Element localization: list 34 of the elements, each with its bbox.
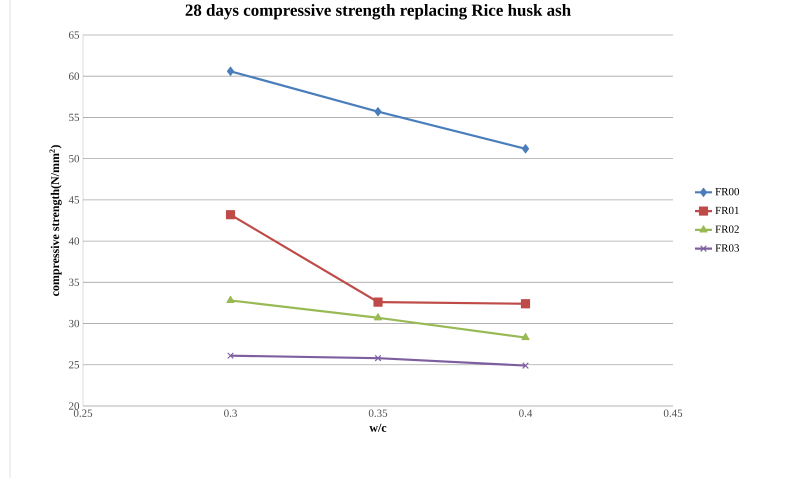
point bbox=[373, 298, 383, 307]
legend-label: FR02 bbox=[715, 225, 739, 233]
y-tick-label: 55 bbox=[69, 114, 80, 122]
point bbox=[374, 354, 382, 362]
y-tick-label: 25 bbox=[69, 361, 80, 368]
y-tick-label: 35 bbox=[69, 278, 80, 286]
y-tick-label: 60 bbox=[69, 72, 80, 80]
x-axis-title: w/c bbox=[369, 424, 386, 432]
point bbox=[522, 144, 530, 154]
point bbox=[374, 313, 382, 320]
x-tick-label: 0.45 bbox=[664, 410, 682, 417]
x-tick-label: 0.4 bbox=[519, 410, 532, 417]
x-tick-label: 0.25 bbox=[74, 410, 92, 417]
x-tick-label: 0.3 bbox=[224, 410, 237, 417]
chart-title: 28 days compressive strength replacing Rice husk ash bbox=[186, 4, 571, 20]
point bbox=[520, 299, 530, 308]
legend-label: FR00 bbox=[715, 188, 740, 196]
y-tick-label: 40 bbox=[68, 237, 80, 245]
y-axis-title: compressive strength(N/mm$^{2}$) bbox=[49, 145, 62, 296]
y-tick-label: 20 bbox=[69, 402, 80, 410]
point bbox=[226, 66, 234, 76]
legend-label: FR03 bbox=[715, 244, 740, 252]
y-tick-label: 45 bbox=[68, 196, 80, 204]
point bbox=[521, 332, 530, 340]
point bbox=[522, 362, 529, 370]
point bbox=[226, 296, 235, 304]
y-tick-label: 30 bbox=[69, 320, 80, 328]
legend-label: FR01 bbox=[715, 206, 739, 214]
point bbox=[374, 107, 382, 116]
y-tick-label: 65 bbox=[69, 31, 80, 39]
point bbox=[226, 210, 236, 220]
point bbox=[227, 352, 234, 360]
y-tick-label: 50 bbox=[69, 154, 80, 162]
x-tick-label: 0.35 bbox=[368, 410, 388, 417]
